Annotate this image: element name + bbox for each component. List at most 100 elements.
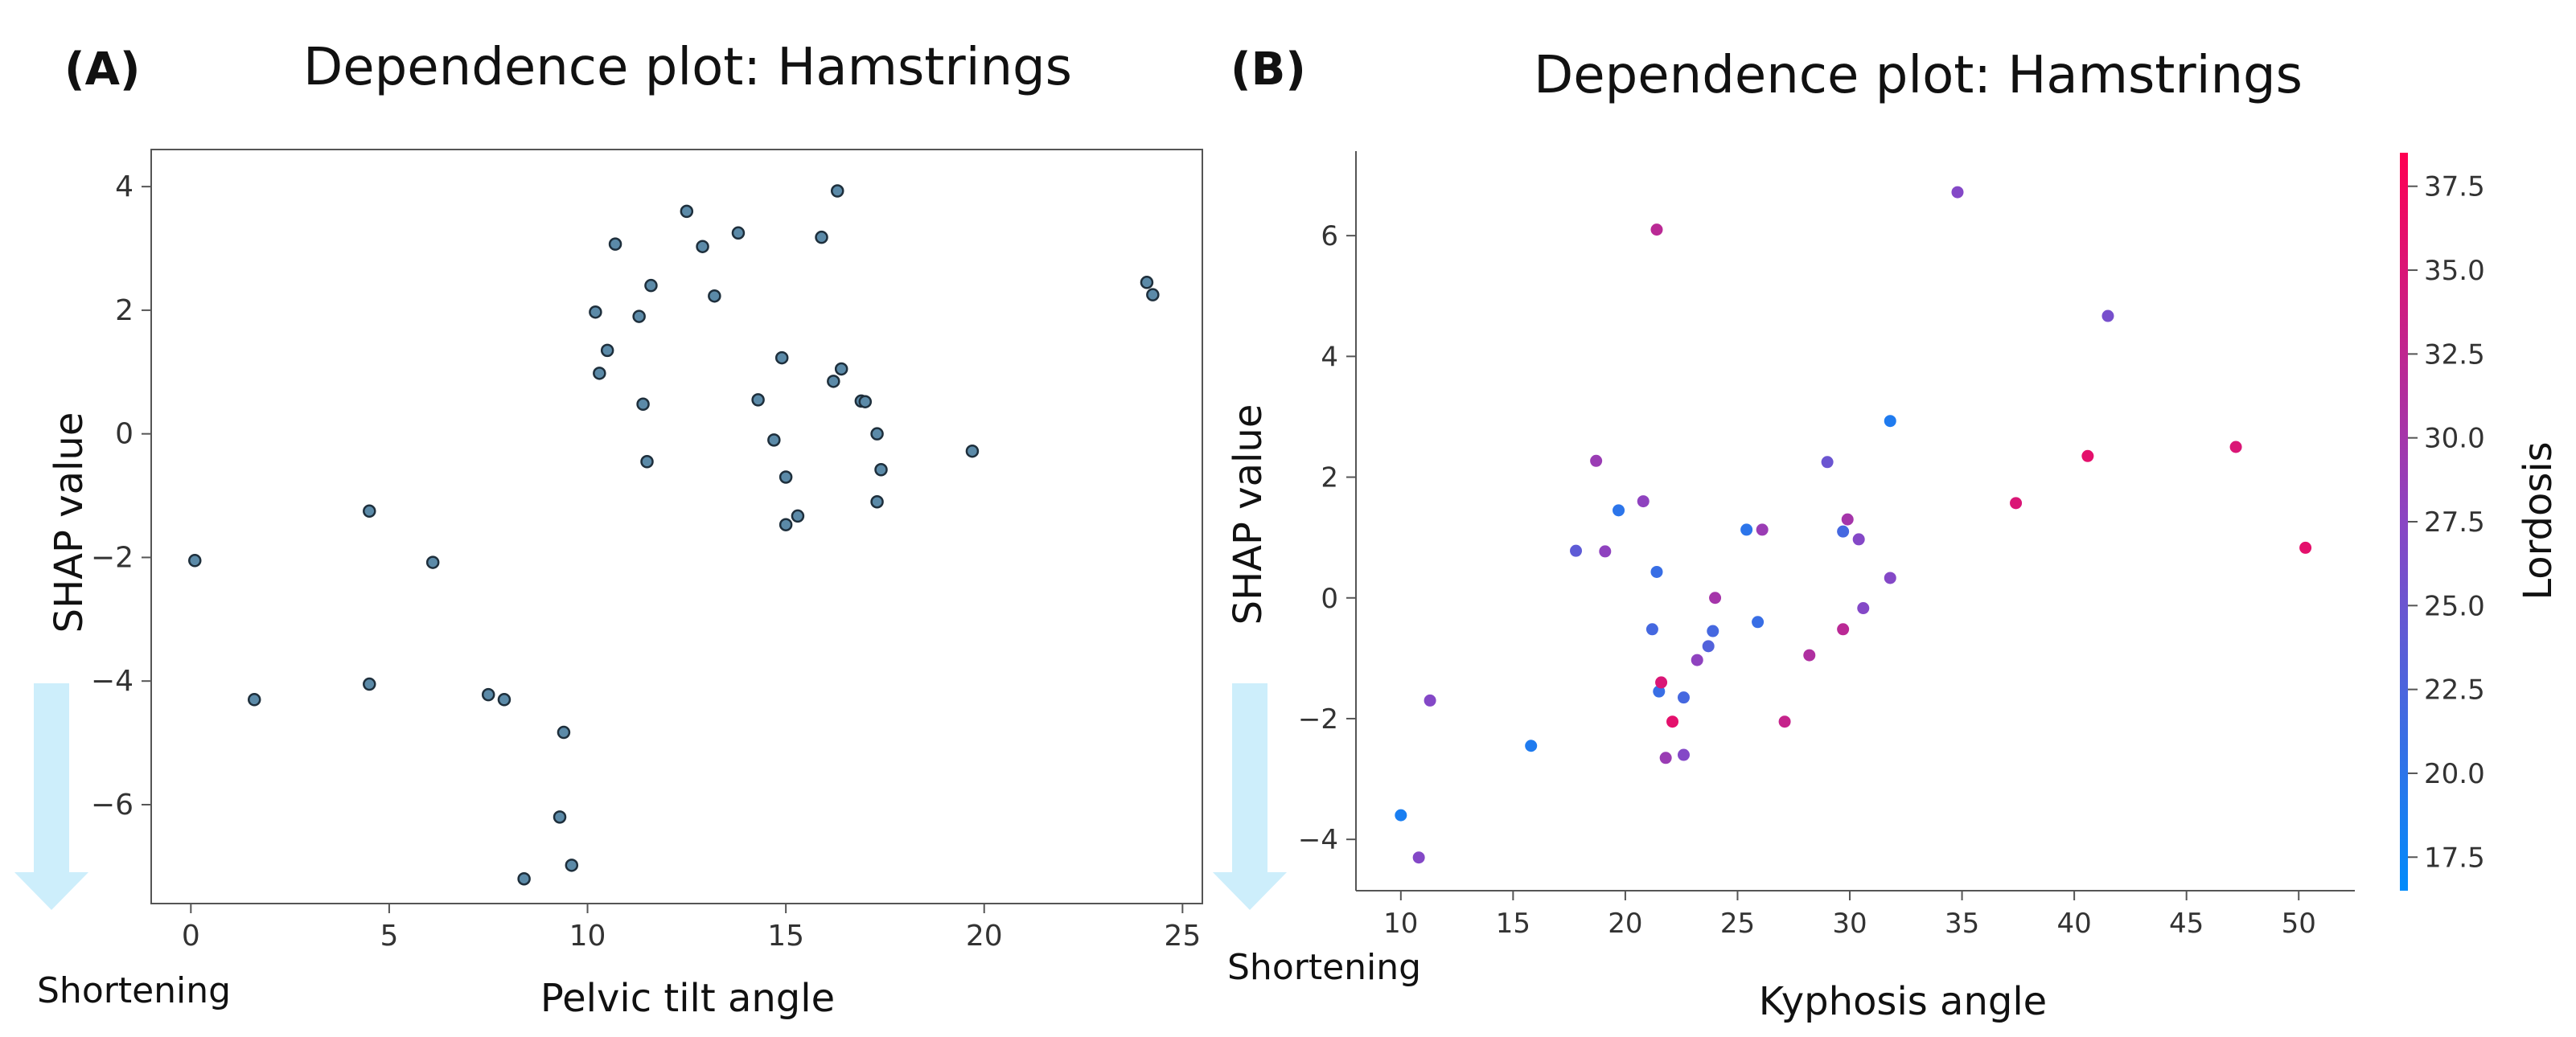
data-point — [2081, 449, 2094, 462]
data-point — [1707, 625, 1719, 637]
x-tick-label: 10 — [1383, 908, 1418, 940]
data-point — [608, 237, 622, 251]
data-point — [1637, 495, 1650, 508]
panel-b-x-ticks: 10 15 20 25 30 35 40 45 50 — [1383, 891, 2316, 940]
y-tick-label: −4 — [91, 665, 134, 698]
data-point — [779, 518, 793, 531]
data-point — [815, 230, 828, 244]
data-point — [425, 555, 440, 569]
x-tick-label: 25 — [1164, 920, 1201, 953]
data-point — [1650, 565, 1663, 578]
data-point — [1803, 649, 1816, 662]
x-tick-label: 0 — [182, 920, 200, 953]
data-point — [791, 509, 805, 523]
data-point — [751, 393, 765, 407]
data-point — [1951, 186, 1964, 199]
x-tick-label: 40 — [2056, 908, 2091, 940]
data-point — [1702, 640, 1715, 653]
y-tick-label: 0 — [1321, 583, 1338, 615]
data-point — [680, 204, 694, 219]
data-point — [696, 240, 709, 253]
x-tick-label: 30 — [1832, 908, 1867, 940]
panel-a-title: Dependence plot: Hamstrings — [303, 38, 1072, 97]
colorbar-tick-label: 37.5 — [2424, 171, 2485, 203]
panel-b-colorbar: 17.5 20.0 22.5 25.0 27.5 30.0 32.5 35.0 37.5 Lor… — [2400, 153, 2561, 891]
data-point — [632, 309, 646, 323]
data-point — [1778, 715, 1791, 728]
data-point — [1756, 523, 1769, 536]
data-point — [497, 693, 512, 707]
colorbar-tick-label: 25.0 — [2424, 590, 2485, 622]
colorbar-ticks: 17.5 20.0 22.5 25.0 27.5 30.0 32.5 35.0 37.5 — [2408, 171, 2485, 874]
shortening-arrow-icon — [1213, 683, 1287, 910]
data-point — [1837, 525, 1850, 538]
panel-a: (A) Dependence plot: Hamstrings 0 5 10 15 20… — [14, 38, 1203, 1021]
data-point — [1599, 545, 1612, 558]
x-tick-label: 15 — [767, 920, 804, 953]
data-point — [1590, 454, 1603, 467]
data-point — [965, 444, 980, 458]
panel-b-y-ticks: −4 −2 0 2 4 6 — [1298, 220, 1356, 856]
x-tick-label: 35 — [1945, 908, 1979, 940]
y-tick-label: 2 — [115, 294, 134, 327]
data-point — [1645, 623, 1658, 636]
colorbar-tick-label: 35.0 — [2424, 255, 2485, 287]
data-point — [1570, 544, 1583, 557]
panel-a-points — [188, 184, 1160, 886]
data-point — [1841, 513, 1854, 526]
data-point — [1837, 623, 1850, 636]
panel-a-shortening-label: Shortening — [37, 970, 231, 1011]
x-tick-label: 45 — [2169, 908, 2204, 940]
panel-b: (B) Dependence plot: Hamstrings 10 15 20 25… — [1213, 43, 2561, 1024]
y-tick-label: 4 — [1321, 341, 1338, 373]
y-tick-label: −2 — [1298, 703, 1338, 736]
data-point — [517, 871, 531, 886]
y-tick-label: 2 — [1321, 462, 1338, 494]
y-tick-label: 6 — [1321, 220, 1338, 252]
data-point — [636, 397, 650, 412]
panel-a-x-label: Pelvic tilt angle — [540, 976, 835, 1021]
data-point — [830, 184, 844, 198]
panel-a-y-ticks: −6 −4 −2 0 2 4 — [91, 170, 151, 822]
y-tick-label: −6 — [91, 789, 134, 822]
data-point — [1613, 504, 1625, 517]
data-point — [1659, 752, 1672, 764]
data-point — [774, 350, 789, 365]
panel-a-y-label: SHAP value — [47, 412, 92, 633]
data-point — [1677, 748, 1690, 761]
data-point — [1650, 223, 1663, 236]
data-point — [557, 725, 571, 740]
data-point — [1884, 415, 1896, 428]
x-tick-label: 25 — [1720, 908, 1755, 940]
data-point — [731, 226, 746, 240]
data-point — [589, 305, 602, 319]
data-point — [708, 289, 721, 303]
data-point — [874, 463, 888, 477]
data-point — [2229, 441, 2242, 453]
panel-a-x-ticks: 0 5 10 15 20 25 — [182, 904, 1201, 953]
y-tick-label: 0 — [115, 418, 134, 451]
panel-a-plot-area: 0 5 10 15 20 25 −6 −4 −2 0 2 4 — [91, 149, 1203, 953]
data-point — [1395, 809, 1407, 822]
panel-b-shortening-arrow — [1213, 683, 1287, 910]
data-point — [834, 362, 848, 376]
panel-b-title: Dependence plot: Hamstrings — [1534, 46, 2303, 105]
data-point — [1653, 685, 1666, 698]
data-point — [481, 687, 495, 702]
data-point — [553, 810, 567, 824]
data-point — [1740, 523, 1753, 536]
data-point — [188, 554, 202, 568]
x-tick-label: 5 — [380, 920, 398, 953]
x-tick-label: 15 — [1496, 908, 1530, 940]
data-point — [2010, 497, 2023, 510]
data-point — [767, 433, 781, 447]
data-point — [1412, 851, 1425, 864]
data-point — [2101, 309, 2114, 322]
data-point — [363, 504, 376, 518]
data-point — [1852, 533, 1865, 546]
data-point — [1857, 602, 1870, 615]
panel-a-label: (A) — [64, 43, 141, 96]
data-point — [247, 693, 261, 707]
colorbar-tick-label: 17.5 — [2424, 842, 2485, 874]
